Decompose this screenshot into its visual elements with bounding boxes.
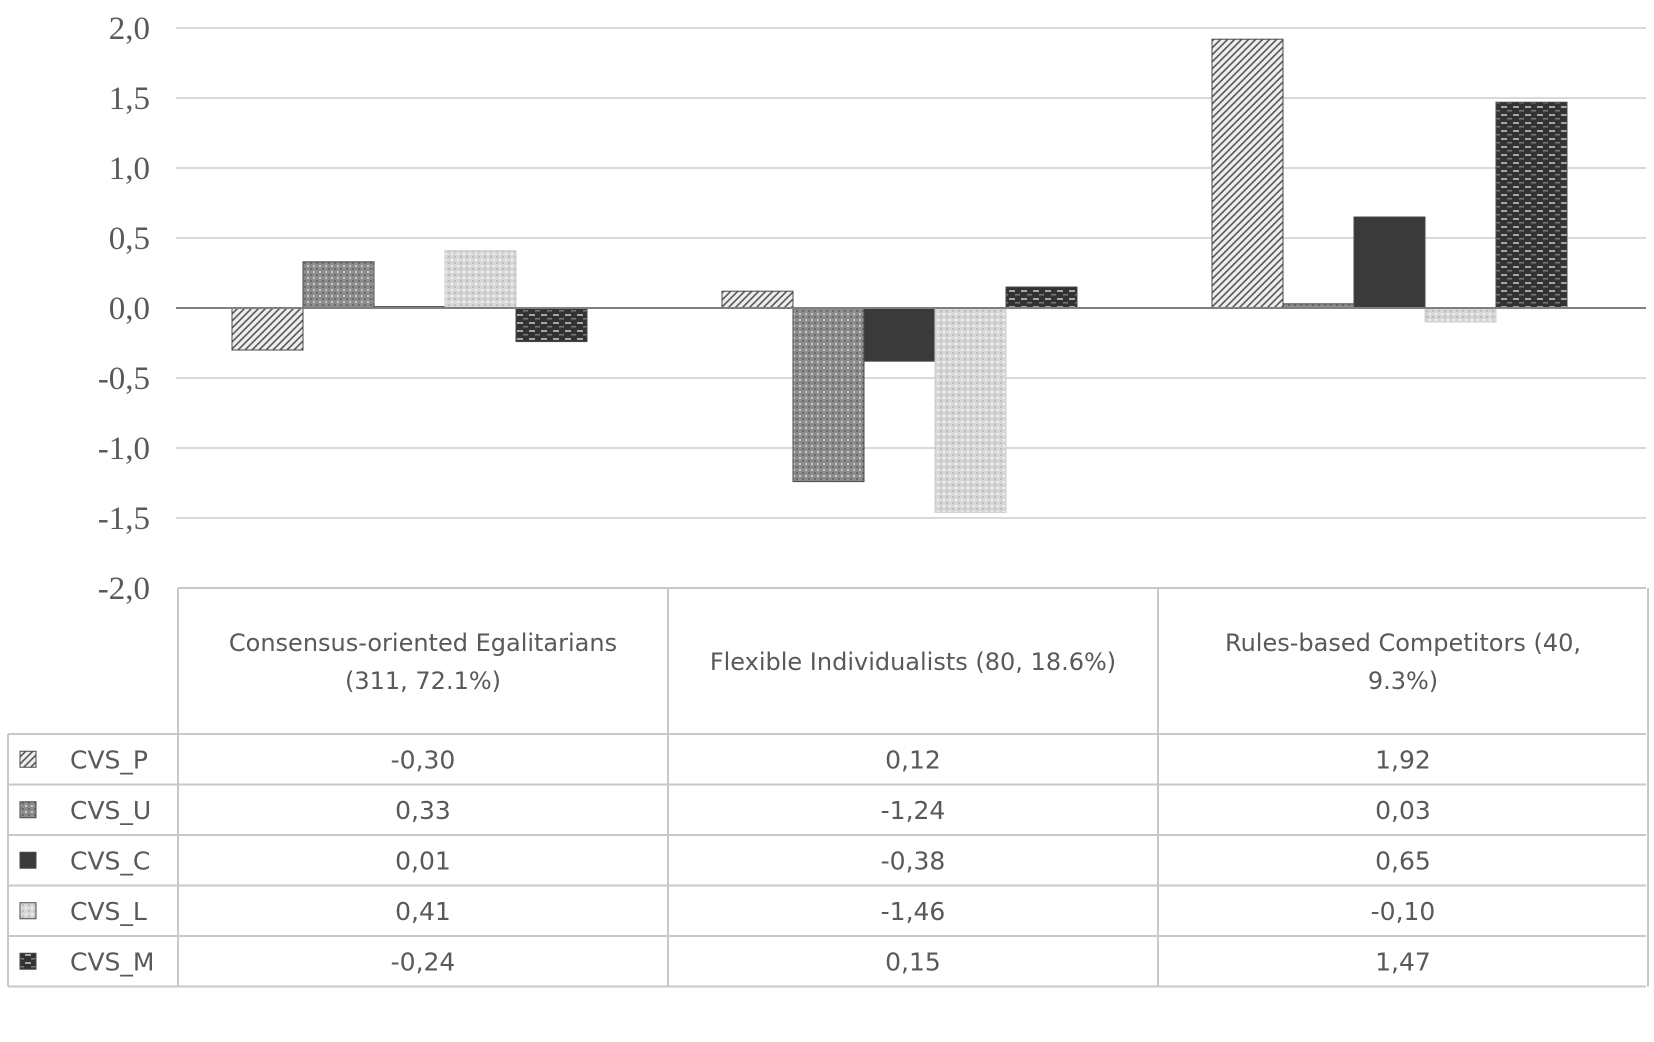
bar-cvs-l-cat-1 (444, 250, 517, 309)
bars (231, 38, 1568, 513)
y-tick-label: -0,5 (98, 361, 150, 397)
data-table-value: 0,41 (395, 897, 451, 926)
data-table-value: -1,46 (881, 897, 946, 926)
gridlines (176, 27, 1646, 519)
legend-key-cvs-p (19, 750, 37, 768)
y-tick-label: 1,0 (109, 151, 150, 187)
y-tick-label: -1,0 (98, 431, 150, 467)
y-tick-label: 0,0 (109, 291, 150, 327)
legend-key-cvs-u (19, 801, 37, 819)
data-table-value: 1,47 (1375, 947, 1431, 976)
data-table-value: -0,10 (1371, 897, 1436, 926)
y-tick-label: 1,5 (109, 81, 150, 117)
series-name: CVS_M (70, 947, 155, 976)
y-tick-label: 0,5 (109, 221, 150, 257)
bar-cvs-u-cat-1 (302, 261, 375, 309)
data-table-value: -0,24 (391, 947, 456, 976)
series-name: CVS_P (70, 745, 148, 774)
data-table-value: 1,92 (1375, 745, 1431, 774)
category-label: Rules-based Competitors (40, 9.3%) (1225, 629, 1581, 695)
bar-cvs-m-cat-2 (1005, 286, 1078, 309)
bar-cvs-c-cat-2 (863, 307, 936, 362)
data-table-value: -0,38 (881, 846, 946, 875)
bar-cvs-u-cat-2 (792, 307, 865, 483)
series-name: CVS_C (70, 846, 150, 875)
series-name: CVS_L (70, 897, 147, 926)
data-table-value: -1,24 (881, 796, 946, 825)
category-label: Flexible Individualists (80, 18.6%) (710, 648, 1116, 676)
data-table-value: 0,15 (885, 947, 941, 976)
bar-cvs-p-cat-1 (231, 307, 304, 351)
y-tick-label: -2,0 (98, 571, 150, 607)
bar-cvs-c-cat-3 (1353, 216, 1426, 309)
category-label: Consensus-oriented Egalitarians (311, 72.… (229, 629, 617, 695)
bar-cvs-l-cat-2 (934, 307, 1007, 513)
bar-cvs-m-cat-3 (1495, 101, 1568, 309)
bar-cvs-m-cat-1 (515, 307, 588, 343)
legend-key-cvs-m (19, 952, 37, 970)
data-table-value: 0,01 (395, 846, 451, 875)
bar-cvs-p-cat-2 (721, 290, 794, 309)
series-name: CVS_U (70, 796, 151, 825)
data-table-value: 0,65 (1375, 846, 1431, 875)
data-table-value: 0,03 (1375, 796, 1431, 825)
legend-key-cvs-l (19, 902, 37, 920)
bar-cvs-p-cat-3 (1211, 38, 1284, 309)
data-table-value: -0,30 (391, 745, 456, 774)
data-table: Consensus-oriented Egalitarians (311, 72.… (7, 587, 1649, 988)
data-table-value: 0,33 (395, 796, 451, 825)
y-tick-label: 2,0 (109, 11, 150, 47)
bar-cvs-l-cat-3 (1424, 307, 1497, 323)
data-table-value: 0,12 (885, 745, 941, 774)
y-tick-labels: 2,0 1,5 1,0 0,5 0,0 -0,5 -1,0 -1,5 -2,0 (98, 11, 150, 607)
y-tick-label: -1,5 (98, 501, 150, 537)
legend-key-cvs-c (19, 851, 37, 869)
